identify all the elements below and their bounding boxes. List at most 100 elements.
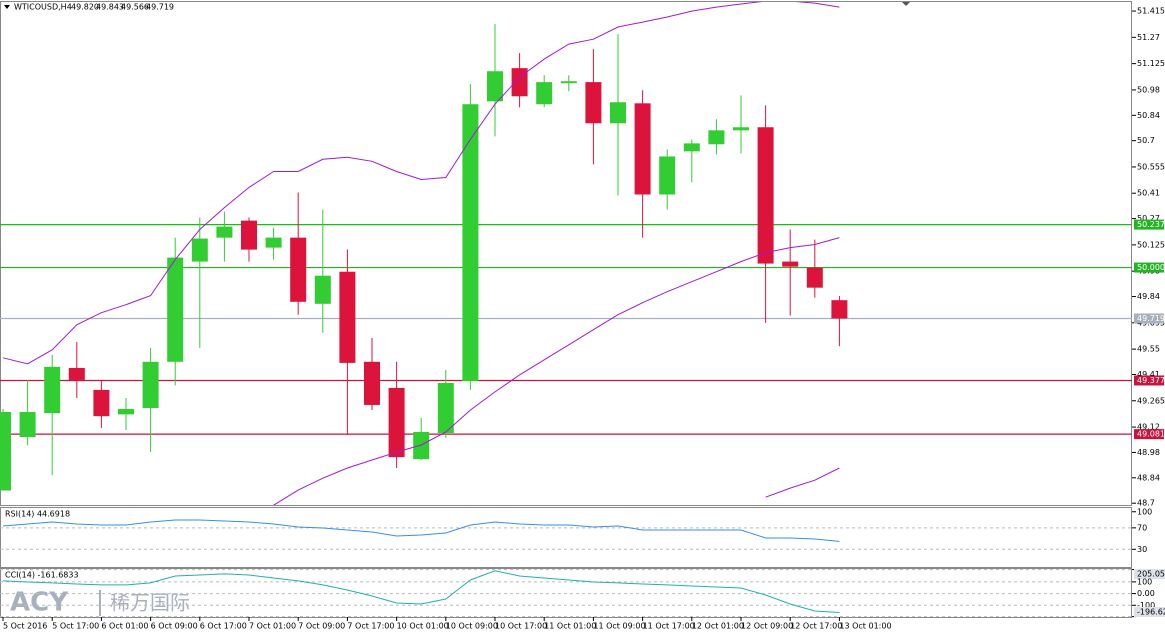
ohlc-low: 49.566 (121, 3, 149, 12)
y-tick-label: 48.98 (1137, 448, 1160, 457)
candle-body (585, 82, 602, 124)
candle-body (634, 103, 651, 195)
chart-title: WTICOUSD,H4 (14, 3, 72, 12)
x-tick-label: 12 Oct 01:00 (692, 622, 744, 631)
rsi-plot (0, 519, 1132, 550)
x-tick-label: 7 Oct 01:00 (249, 622, 296, 631)
watermark-cn: 稀万国际 (110, 591, 190, 615)
y-tick-label: 49.265 (1137, 396, 1165, 405)
band-line (765, 467, 840, 498)
candle-body (191, 238, 208, 262)
y-tick-label: 48.7 (1137, 499, 1155, 508)
x-tick-label: 5 Oct 2016 (3, 622, 47, 631)
candle-body (0, 412, 11, 491)
cci-panel (0, 568, 1132, 618)
candle-body (142, 361, 159, 409)
rsi-title: RSI(14) 44.6918 (5, 510, 70, 519)
x-tick-label: 10 Oct 17:00 (495, 622, 547, 631)
level-label: 50.237 (1137, 220, 1165, 229)
y-tick-label: 50.7 (1137, 136, 1155, 145)
x-tick-label: 7 Oct 17:00 (347, 622, 394, 631)
candle-body (216, 226, 233, 238)
cci-line (2, 570, 840, 613)
candle-body (708, 130, 725, 145)
candle-body (241, 220, 257, 250)
ohlc-close: 49.719 (146, 3, 174, 12)
x-tick-label: 10 Oct 09:00 (446, 622, 498, 631)
y-tick-label: 50.125 (1137, 240, 1165, 249)
x-tick-label: 6 Oct 09:00 (151, 622, 198, 631)
candle-body (782, 261, 799, 267)
y-tick-label: 30 (1137, 545, 1147, 554)
y-tick-label: 49.84 (1137, 292, 1160, 301)
candle-body (462, 104, 479, 382)
y-tick-label: 49.55 (1137, 345, 1160, 354)
x-tick-label: 12 Oct 17:00 (790, 622, 842, 631)
x-tick-label: 11 Oct 17:00 (643, 622, 695, 631)
cci-title: CCI(14) -161.6833 (5, 571, 79, 580)
y-tick-label: 49.41 (1137, 370, 1160, 379)
y-tick-label: 50.27 (1137, 214, 1160, 223)
y-tick-label: 51.415 (1137, 7, 1165, 16)
x-tick-label: 5 Oct 17:00 (52, 622, 99, 631)
candle-body (610, 102, 626, 124)
candle-body (314, 275, 331, 304)
x-tick-label: 10 Oct 01:00 (397, 622, 449, 631)
y-tick-label: 205.0567 (1137, 570, 1165, 579)
watermark: ACY (10, 588, 69, 618)
y-tick-label: 0.00 (1137, 589, 1155, 598)
candle-body (68, 367, 85, 380)
y-tick-label: 50.41 (1137, 189, 1160, 198)
level-label: 49.081 (1137, 430, 1165, 439)
y-tick-label: 51.27 (1137, 33, 1160, 42)
candle-body (511, 68, 528, 97)
candle-body (388, 387, 405, 458)
x-tick-label: 6 Oct 01:00 (101, 622, 148, 631)
candle-body (167, 257, 184, 362)
candle-body (339, 271, 356, 363)
level-tag (1134, 429, 1164, 440)
level-label: 49.377 (1137, 376, 1165, 385)
level-tag (1134, 262, 1164, 273)
tick-highlight (1134, 607, 1165, 617)
band-line (273, 237, 840, 505)
x-tick-label: 11 Oct 09:00 (593, 622, 645, 631)
band-line (2, 2, 840, 365)
candle-body (733, 127, 749, 131)
menu-arrow[interactable] (4, 5, 10, 9)
level-tag (1134, 313, 1164, 324)
candle-body (437, 383, 454, 434)
y-tick-label: 50.84 (1137, 111, 1160, 120)
candle-body (44, 366, 61, 414)
ohlc-open: 49.820 (71, 3, 99, 12)
y-tick-label: -196.62 (1137, 608, 1165, 617)
candle-body (118, 408, 134, 415)
x-tick-label: 7 Oct 09:00 (298, 622, 345, 631)
candle-body (536, 82, 553, 105)
y-tick-label: 48.84 (1137, 473, 1160, 482)
x-tick-label: 13 Oct 01:00 (839, 622, 891, 631)
candle-body (19, 412, 36, 438)
rsi-line (2, 519, 840, 542)
candle-body (806, 267, 823, 288)
level-label: 50.000 (1137, 263, 1165, 272)
x-tick-label: 12 Oct 09:00 (741, 622, 793, 631)
candle-body (413, 431, 430, 460)
y-tick-label: 50.555 (1137, 162, 1165, 171)
candle-body (831, 300, 848, 319)
ohlc-high: 49.843 (96, 3, 124, 12)
x-tick-label: 6 Oct 17:00 (200, 622, 247, 631)
y-tick-label: 49.12 (1137, 423, 1160, 432)
y-tick-label: -100 (1137, 601, 1155, 610)
y-tick-label: 70 (1137, 523, 1147, 532)
level-tag (1134, 375, 1164, 386)
y-tick-label: 50.98 (1137, 85, 1160, 94)
candle-body (757, 127, 774, 264)
y-tick-label: 51.125 (1137, 59, 1165, 68)
candle-body (683, 143, 700, 152)
candle-body (265, 237, 282, 248)
tick-highlight (1134, 569, 1165, 579)
x-tick-label: 11 Oct 01:00 (544, 622, 596, 631)
candle-body (290, 237, 307, 302)
candle-body (659, 156, 676, 195)
